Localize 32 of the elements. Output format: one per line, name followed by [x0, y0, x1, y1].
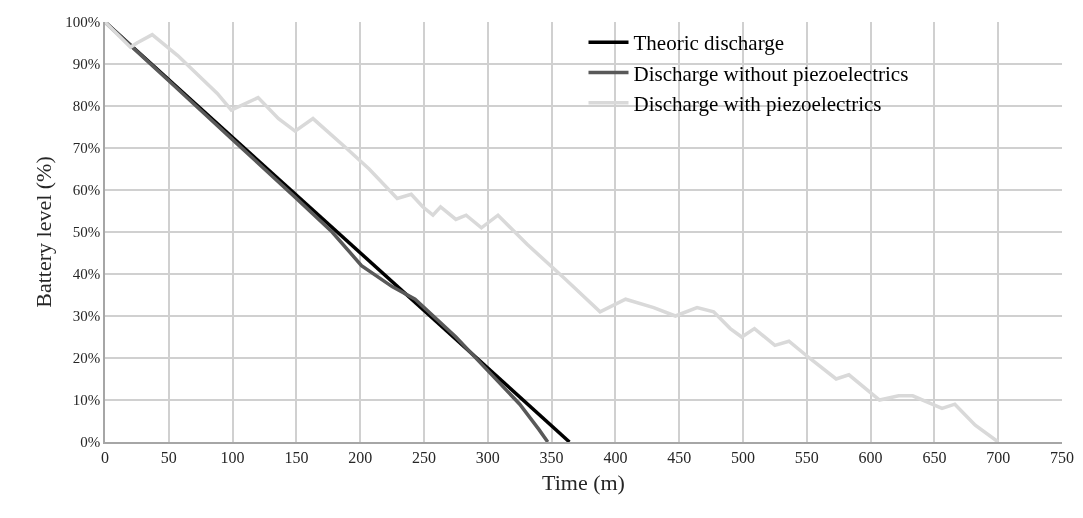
y-tick-label: 30% [72, 308, 101, 325]
x-tick-label: 100 [220, 448, 245, 466]
x-tick-label: 200 [348, 448, 373, 466]
x-axis-title: Time (m) [542, 470, 625, 496]
y-tick-label: 0% [80, 434, 101, 451]
y-tick-label: 70% [72, 140, 101, 157]
legend-label: Theoric discharge [633, 31, 785, 56]
y-tick-label: 80% [72, 98, 101, 115]
x-tick-label: 50 [160, 448, 177, 466]
x-tick-label: 400 [603, 448, 628, 466]
x-tick-label: 650 [922, 448, 947, 466]
x-tick-label: 450 [667, 448, 692, 466]
x-tick-label: 500 [731, 448, 755, 466]
y-tick-label: 100% [65, 14, 101, 31]
y-tick-label: 50% [72, 224, 101, 241]
x-tick-label: 700 [986, 448, 1011, 466]
y-tick-label: 90% [72, 56, 101, 73]
y-tick-label: 20% [72, 350, 101, 367]
x-tick-label: 750 [1050, 448, 1074, 466]
y-tick-label: 40% [72, 266, 101, 283]
y-tick-label: 60% [72, 182, 101, 199]
legend-label: Discharge with piezoelectrics [633, 91, 882, 116]
y-axis-title: Battery level (%) [30, 156, 56, 308]
x-tick-label: 300 [475, 448, 500, 466]
legend-label: Discharge without piezoelectrics [633, 61, 909, 86]
x-tick-label: 150 [284, 448, 309, 466]
x-tick-label: 550 [794, 448, 819, 466]
y-tick-label: 10% [72, 392, 101, 409]
x-tick-label: 0 [101, 448, 109, 466]
x-tick-label: 350 [539, 448, 564, 466]
x-tick-label: 250 [412, 448, 436, 466]
x-tick-label: 600 [858, 448, 883, 466]
